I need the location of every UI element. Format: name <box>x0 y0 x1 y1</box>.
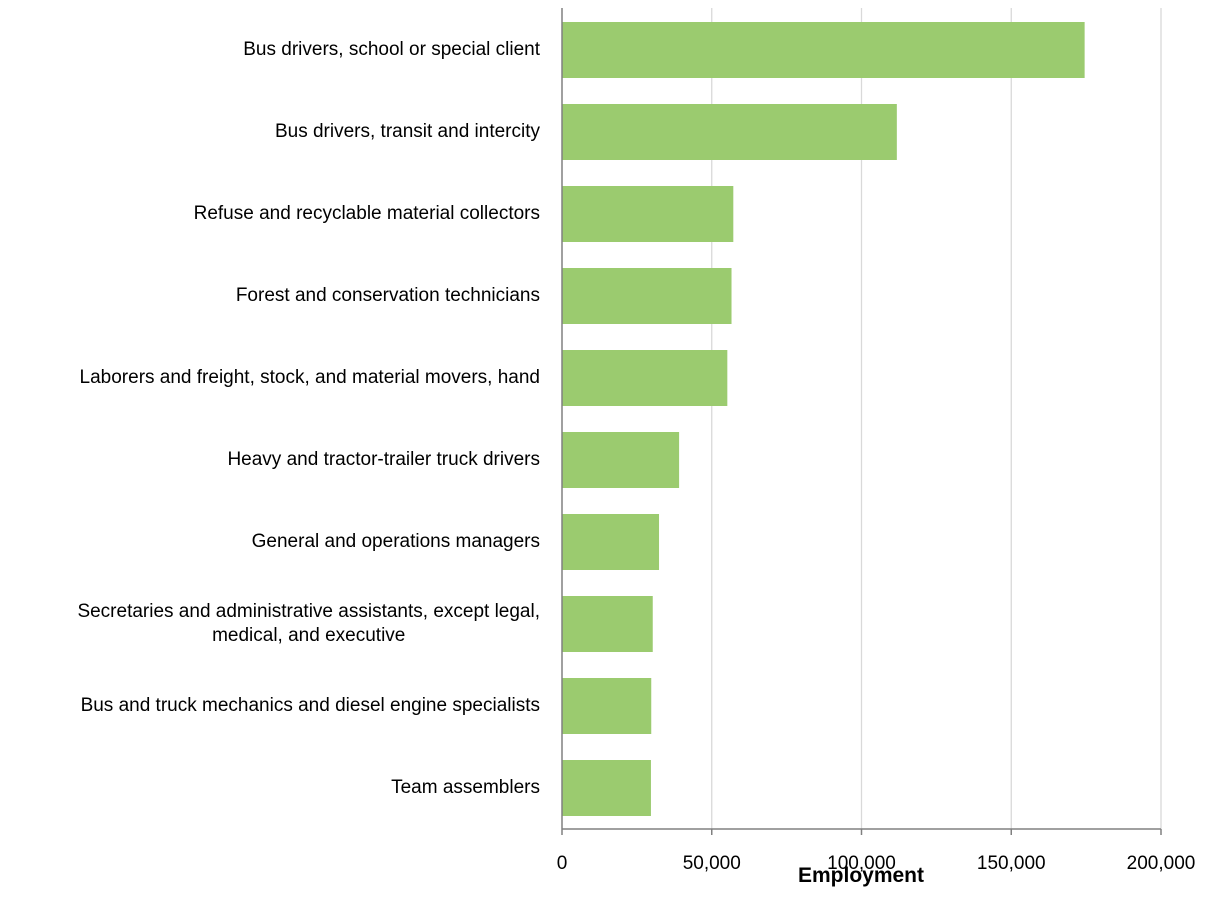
category-label: Bus drivers, transit and intercity <box>275 121 541 142</box>
bar <box>562 104 897 160</box>
category-label-line: Laborers and freight, stock, and materia… <box>80 367 540 388</box>
bar <box>562 22 1085 78</box>
category-label-line: General and operations managers <box>252 531 540 552</box>
category-label-line: Refuse and recyclable material collector… <box>194 203 540 224</box>
bar <box>562 596 653 652</box>
x-tick-label: 50,000 <box>683 853 741 874</box>
category-label: Forest and conservation technicians <box>236 285 540 306</box>
bar <box>562 268 732 324</box>
category-label-line: Bus and truck mechanics and diesel engin… <box>81 695 540 716</box>
category-label: Heavy and tractor-trailer truck drivers <box>227 449 540 470</box>
x-tick-label: 150,000 <box>977 853 1046 874</box>
category-label: General and operations managers <box>252 531 540 552</box>
x-tick-label: 0 <box>557 853 568 874</box>
category-label: Laborers and freight, stock, and materia… <box>80 367 540 388</box>
category-label-line: medical, and executive <box>212 625 405 646</box>
category-label-line: Team assemblers <box>391 777 540 798</box>
bar <box>562 514 660 570</box>
category-label: Refuse and recyclable material collector… <box>194 203 540 224</box>
bars <box>562 22 1085 816</box>
category-labels: Bus drivers, school or special client Bus… <box>77 39 540 798</box>
category-label-line: Bus drivers, school or special client <box>243 39 540 60</box>
category-label-line: Forest and conservation technicians <box>236 285 540 306</box>
x-tick-labels: 0 50,000 100,000 150,000 200,000 <box>557 853 1196 874</box>
category-label-line: Secretaries and administrative assistant… <box>77 601 540 622</box>
x-axis-title: Employment <box>798 864 924 887</box>
category-label-line: Heavy and tractor-trailer truck drivers <box>227 449 540 470</box>
x-tick-label: 100,000 <box>827 853 896 874</box>
bar <box>562 350 728 406</box>
bar <box>562 432 680 488</box>
axes <box>561 8 1162 835</box>
x-tick-label: 200,000 <box>1127 853 1196 874</box>
category-label: Secretaries and administrative assistant… <box>77 601 540 646</box>
bar <box>562 678 652 734</box>
category-label: Bus drivers, school or special client <box>243 39 540 60</box>
category-label: Team assemblers <box>391 777 540 798</box>
category-label-line: Bus drivers, transit and intercity <box>275 121 541 142</box>
category-label: Bus and truck mechanics and diesel engin… <box>81 695 540 716</box>
bar <box>562 760 651 816</box>
bar <box>562 186 734 242</box>
